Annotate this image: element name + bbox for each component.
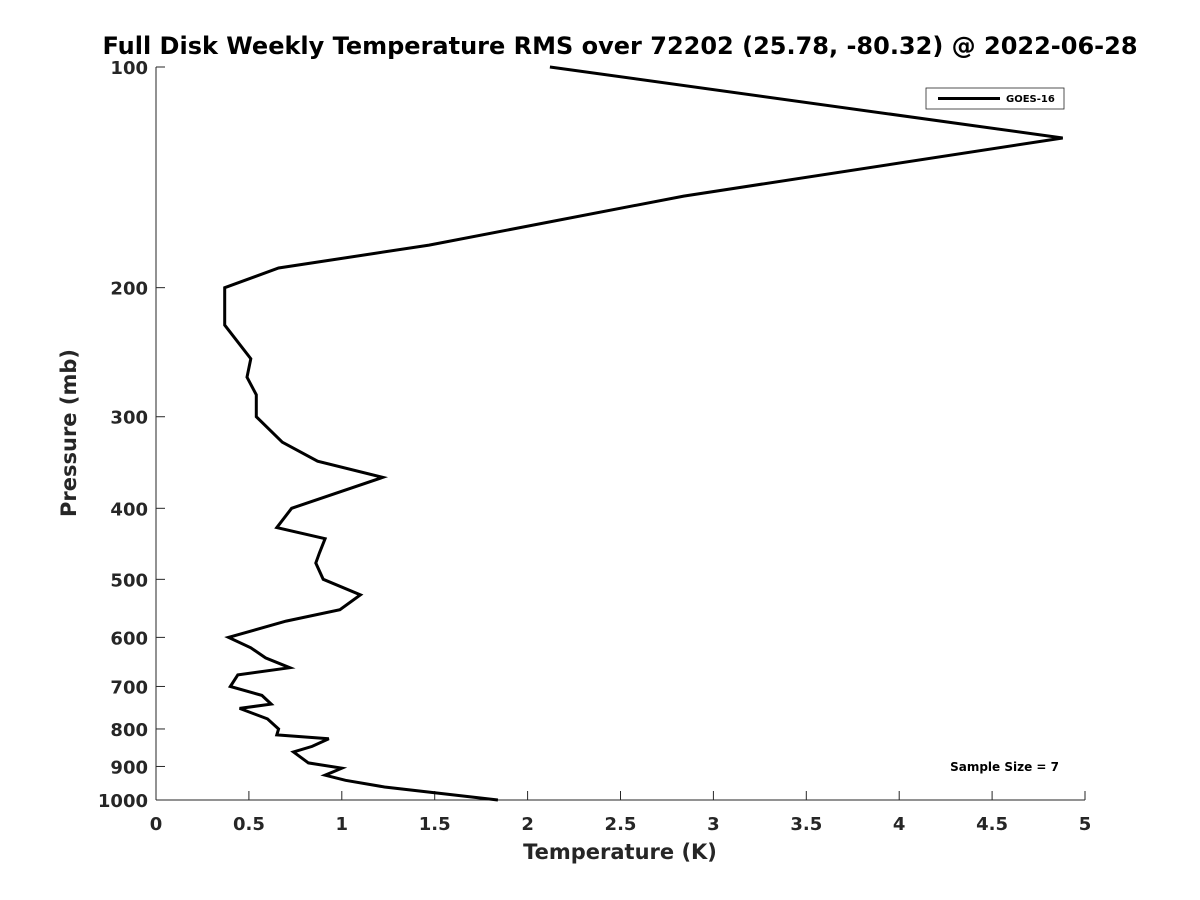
- x-tick-label: 2.5: [605, 814, 637, 835]
- y-tick-label: 800: [110, 720, 148, 741]
- y-tick-label: 1000: [98, 791, 148, 812]
- x-tick-label: 0: [150, 814, 163, 835]
- y-tick-label: 600: [110, 628, 148, 649]
- chart-title: Full Disk Weekly Temperature RMS over 72…: [102, 32, 1137, 60]
- series-layer: [223, 65, 1063, 802]
- x-tick-label: 5: [1079, 814, 1092, 835]
- y-tick-label: 200: [110, 279, 148, 300]
- y-ticks: 100 200 300 400 500 600 700 800 900 1000: [98, 58, 165, 812]
- y-tick-label: 500: [110, 570, 148, 591]
- x-tick-label: 3.5: [790, 814, 822, 835]
- y-axis-label: Pressure (mb): [57, 349, 81, 517]
- x-ticks: 0 0.5 1 1.5 2 2.5 3 3.5 4 4.5 5: [150, 791, 1092, 835]
- y-tick-label: 300: [110, 408, 148, 429]
- y-tick-label: 900: [110, 757, 148, 778]
- x-tick-label: 1.5: [419, 814, 451, 835]
- x-tick-label: 2: [521, 814, 534, 835]
- series-line-goes-16: [223, 65, 1063, 802]
- sample-size-annotation: Sample Size = 7: [950, 760, 1059, 774]
- y-tick-label: 100: [110, 58, 148, 79]
- legend: GOES-16: [925, 87, 1065, 110]
- x-tick-label: 4.5: [976, 814, 1008, 835]
- x-tick-label: 4: [893, 814, 906, 835]
- x-axis-label: Temperature (K): [523, 840, 717, 864]
- x-tick-label: 3: [707, 814, 720, 835]
- x-tick-label: 1: [336, 814, 349, 835]
- legend-label-goes-16: GOES-16: [1006, 94, 1055, 105]
- y-tick-label: 700: [110, 677, 148, 698]
- plot-area: [156, 67, 1085, 800]
- x-tick-label: 0.5: [233, 814, 265, 835]
- y-tick-label: 400: [110, 499, 148, 520]
